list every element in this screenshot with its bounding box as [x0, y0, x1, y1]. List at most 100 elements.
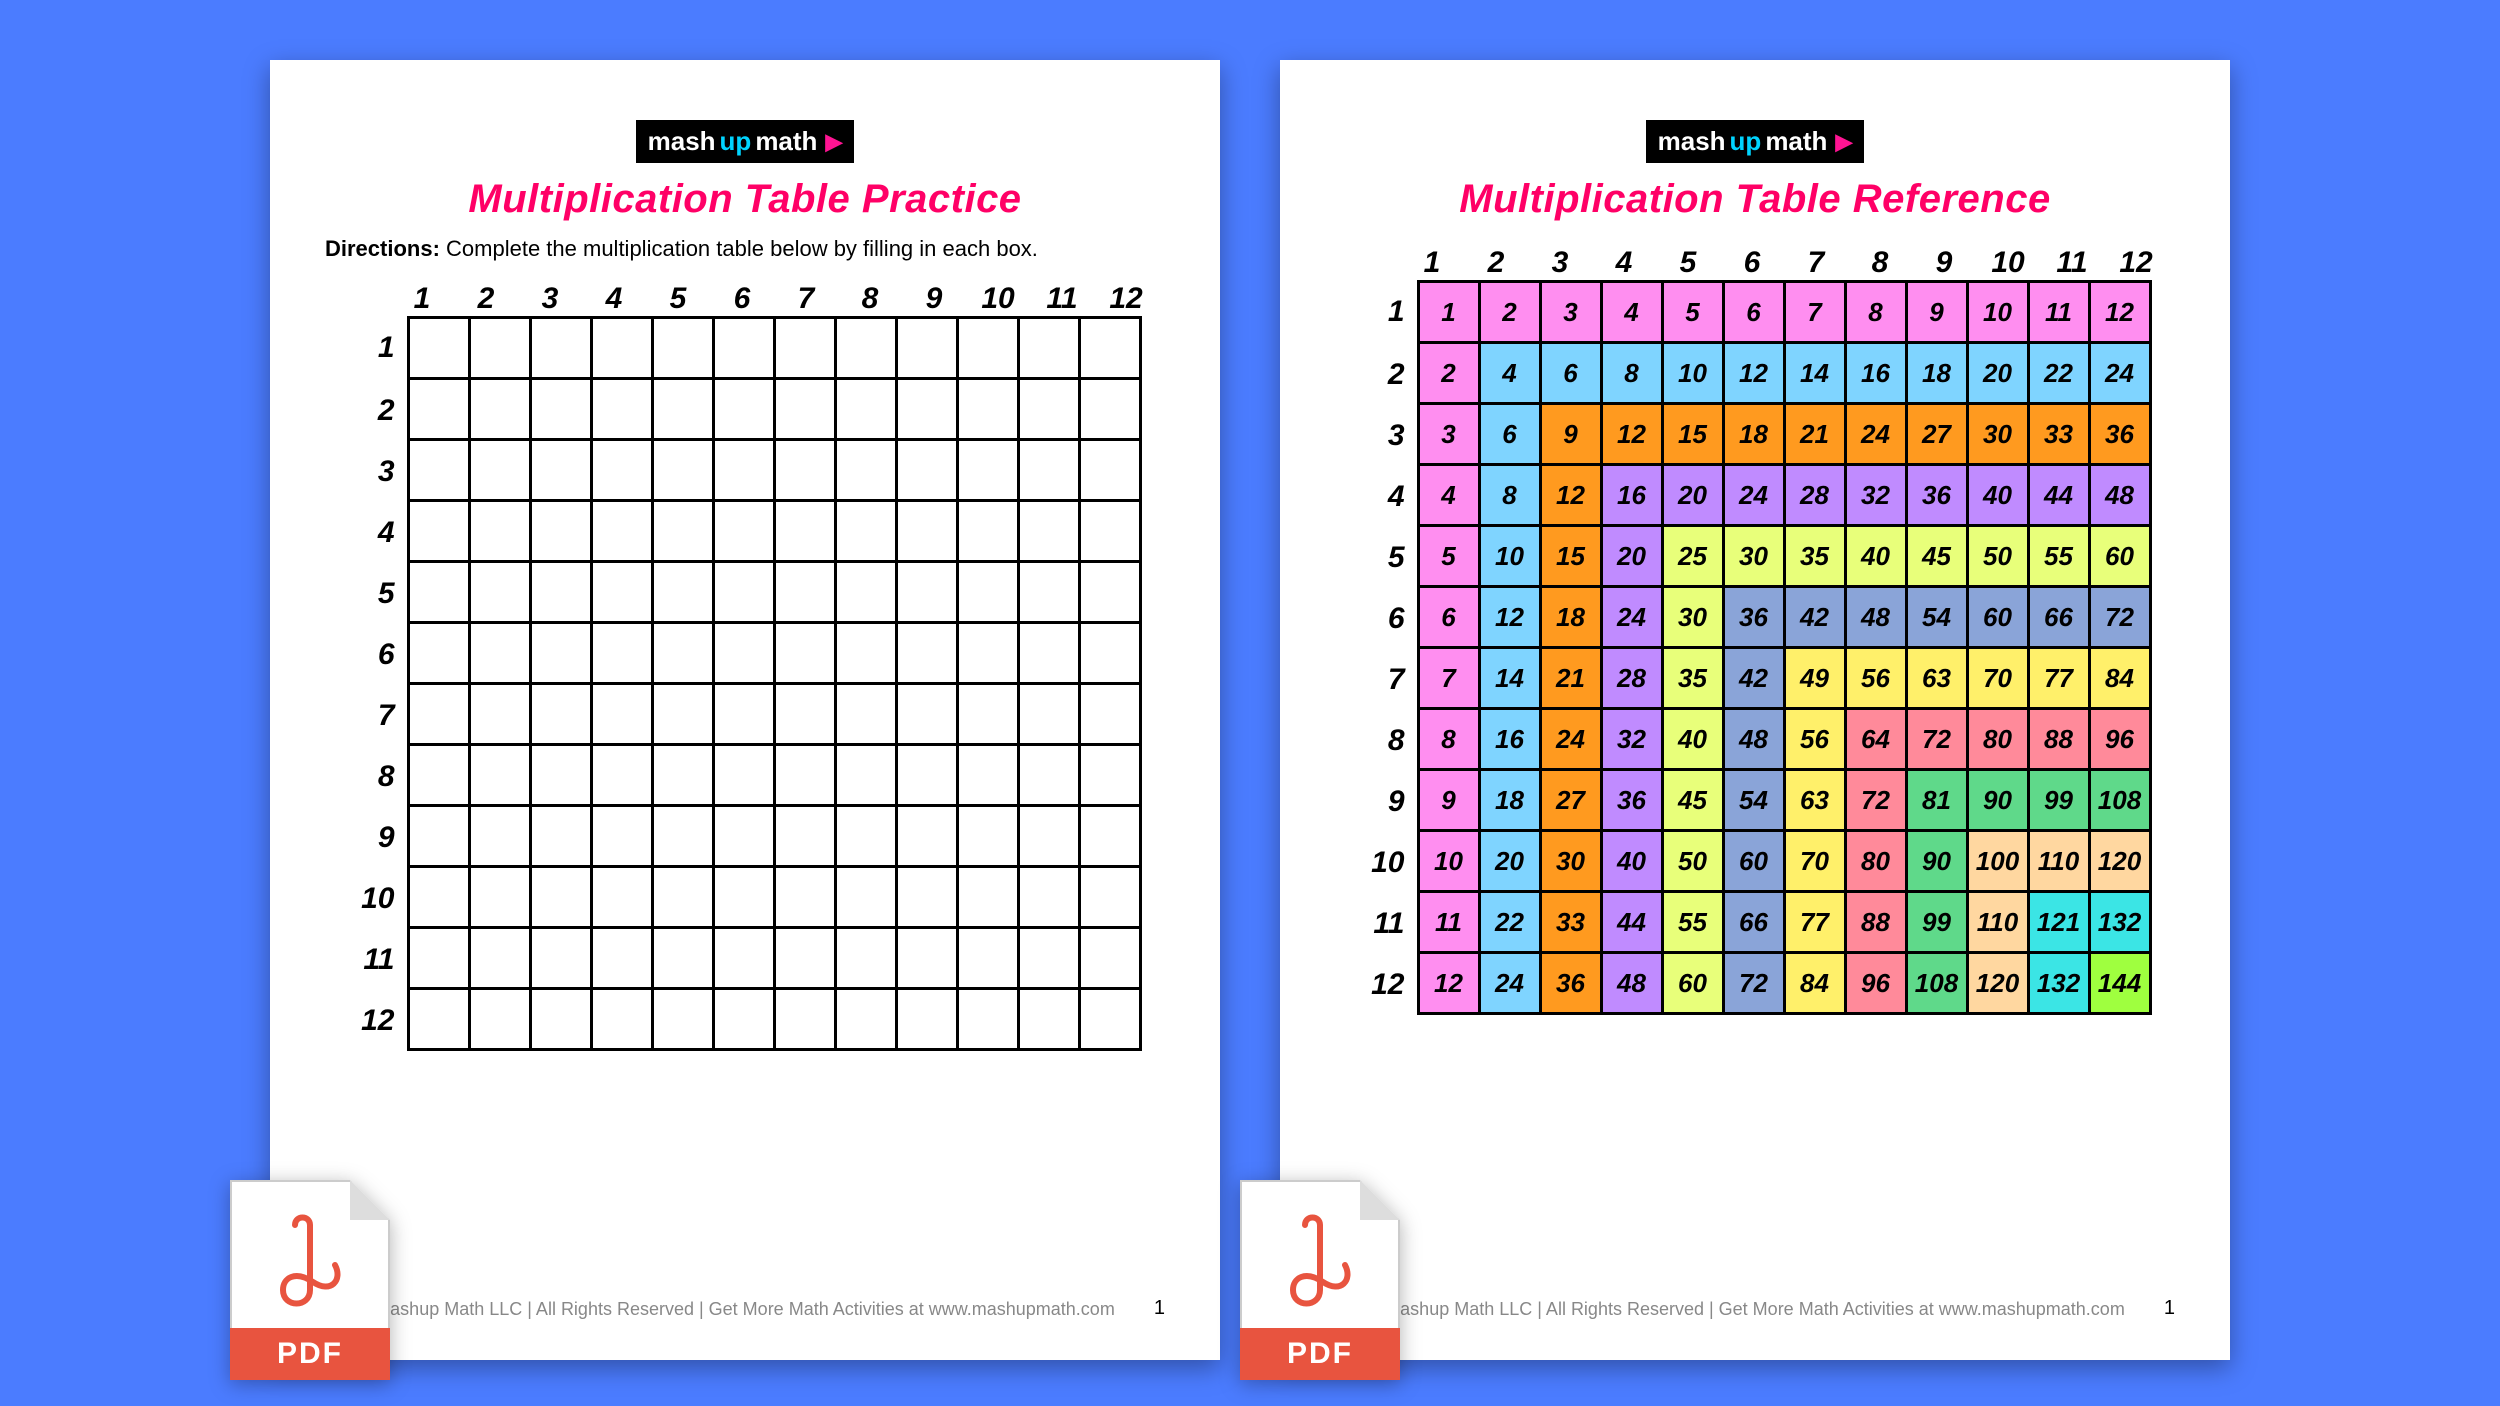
- row-label: 10: [349, 882, 407, 916]
- table-cell: [468, 804, 532, 868]
- table-cell: 4: [1478, 341, 1542, 405]
- table-cell: 24: [1844, 402, 1908, 466]
- col-header: 7: [774, 282, 838, 316]
- footer-text: Mashup Math LLC | All Rights Reserved | …: [1280, 1299, 2230, 1320]
- table-cell: 66: [2027, 585, 2091, 649]
- table-cell: [529, 804, 593, 868]
- table-cell: [590, 926, 654, 990]
- table-cell: [834, 682, 898, 746]
- directions-label: Directions:: [325, 236, 440, 261]
- table-cell: 27: [1539, 768, 1603, 832]
- table-cell: 35: [1783, 524, 1847, 588]
- pdf-glyph-icon: [1240, 1210, 1400, 1315]
- table-cell: [529, 743, 593, 807]
- table-row: 5: [349, 563, 1142, 624]
- row-label: 1: [349, 331, 407, 365]
- table-cell: [468, 865, 532, 929]
- table-cell: [712, 621, 776, 685]
- col-header: 10: [1976, 246, 2040, 280]
- table-cell: [773, 865, 837, 929]
- table-cell: [895, 987, 959, 1051]
- table-cell: 77: [2027, 646, 2091, 710]
- table-cell: 32: [1844, 463, 1908, 527]
- table-cell: 10: [1478, 524, 1542, 588]
- table-cell: 27: [1905, 402, 1969, 466]
- row-label: 3: [349, 455, 407, 489]
- table-cell: 55: [1661, 890, 1725, 954]
- table-cell: 24: [1600, 585, 1664, 649]
- table-cell: 54: [1905, 585, 1969, 649]
- table-cell: 20: [1661, 463, 1725, 527]
- row-label: 9: [1359, 785, 1417, 819]
- table-cell: 72: [1844, 768, 1908, 832]
- row-label: 11: [1359, 907, 1417, 941]
- table-cell: 60: [1722, 829, 1786, 893]
- table-cell: 99: [2027, 768, 2091, 832]
- table-cell: [895, 560, 959, 624]
- table-cell: [468, 987, 532, 1051]
- table-cell: [712, 377, 776, 441]
- table-cell: [895, 682, 959, 746]
- table-cell: [407, 560, 471, 624]
- pdf-icon[interactable]: PDF: [1240, 1180, 1400, 1380]
- table-cell: [773, 743, 837, 807]
- table-cell: [1017, 987, 1081, 1051]
- table-cell: 40: [1844, 524, 1908, 588]
- table-cell: [590, 499, 654, 563]
- logo-part-up: up: [720, 126, 752, 157]
- table-cell: 72: [2088, 585, 2152, 649]
- table-cell: [590, 682, 654, 746]
- table-cell: [529, 438, 593, 502]
- table-cell: 42: [1783, 585, 1847, 649]
- table-cell: [407, 499, 471, 563]
- table-cell: 10: [1661, 341, 1725, 405]
- table-cell: 14: [1478, 646, 1542, 710]
- table-cell: [712, 499, 776, 563]
- page-reference-wrap: mashupmath ▶ Multiplication Table Refere…: [1280, 60, 2230, 1360]
- table-cell: [956, 682, 1020, 746]
- col-header: 11: [2040, 246, 2104, 280]
- table-cell: [895, 438, 959, 502]
- table-cell: [1017, 560, 1081, 624]
- table-cell: [590, 865, 654, 929]
- table-cell: [1017, 926, 1081, 990]
- table-cell: [712, 560, 776, 624]
- pdf-icon[interactable]: PDF: [230, 1180, 390, 1380]
- table-cell: [407, 438, 471, 502]
- table-cell: 108: [2088, 768, 2152, 832]
- table-cell: [651, 743, 715, 807]
- table-row: 8: [349, 746, 1142, 807]
- table-cell: 84: [2088, 646, 2152, 710]
- table-cell: 108: [1905, 951, 1969, 1015]
- table-cell: 18: [1905, 341, 1969, 405]
- table-cell: 72: [1905, 707, 1969, 771]
- directions-text: Complete the multiplication table below …: [440, 236, 1038, 261]
- table-cell: [956, 987, 1020, 1051]
- table-cell: 8: [1478, 463, 1542, 527]
- table-row: 12: [349, 990, 1142, 1051]
- table-cell: [712, 865, 776, 929]
- table-cell: 18: [1478, 768, 1542, 832]
- col-header: 2: [1464, 246, 1528, 280]
- col-header: 3: [518, 282, 582, 316]
- table-cell: 15: [1661, 402, 1725, 466]
- table-cell: [529, 926, 593, 990]
- table-cell: 72: [1722, 951, 1786, 1015]
- table-cell: [773, 377, 837, 441]
- table-cell: [590, 804, 654, 868]
- table-cell: 3: [1539, 280, 1603, 344]
- table-cell: 40: [1966, 463, 2030, 527]
- table-cell: [468, 621, 532, 685]
- table-cell: 90: [1905, 829, 1969, 893]
- table-row: 1: [349, 316, 1142, 380]
- table-cell: 18: [1722, 402, 1786, 466]
- table-cell: 5: [1661, 280, 1725, 344]
- table-cell: [529, 316, 593, 380]
- table-cell: [895, 499, 959, 563]
- table-cell: [773, 499, 837, 563]
- table-cell: 28: [1783, 463, 1847, 527]
- row-label: 6: [1359, 602, 1417, 636]
- col-header: 6: [1720, 246, 1784, 280]
- table-cell: 96: [1844, 951, 1908, 1015]
- table-cell: [651, 560, 715, 624]
